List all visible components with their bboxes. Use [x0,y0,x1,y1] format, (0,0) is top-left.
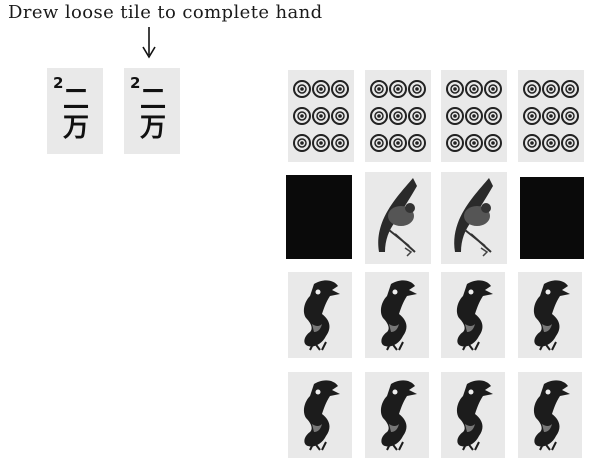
dragon-tile [365,272,429,358]
dragon-tile [441,272,505,358]
dragon-tile [518,272,582,358]
nine-circles-tile [441,70,507,162]
dragon-tile [288,372,352,458]
character-tile-two-drawn: 2 二 万 [124,68,180,154]
dragon-tile [365,372,429,458]
tile-characters: 二 万 [62,85,89,143]
nine-circles-tile [518,70,584,162]
face-down-tile [286,175,352,259]
dragon-tile [518,372,582,458]
dragon-tile [441,372,505,458]
nine-circles-tile [365,70,431,162]
caption-text: Drew loose tile to complete hand [8,2,323,23]
bamboo-bird-tile [365,172,431,264]
tile-number: 2 [53,74,64,92]
bamboo-bird-tile [441,172,507,264]
tile-number: 2 [130,74,141,92]
down-arrow-icon [142,27,156,59]
face-down-tile [520,177,584,259]
dragon-tile [288,272,352,358]
character-tile-two: 2 二 万 [47,68,103,154]
nine-circles-tile [288,70,354,162]
tile-characters: 二 万 [139,85,166,143]
